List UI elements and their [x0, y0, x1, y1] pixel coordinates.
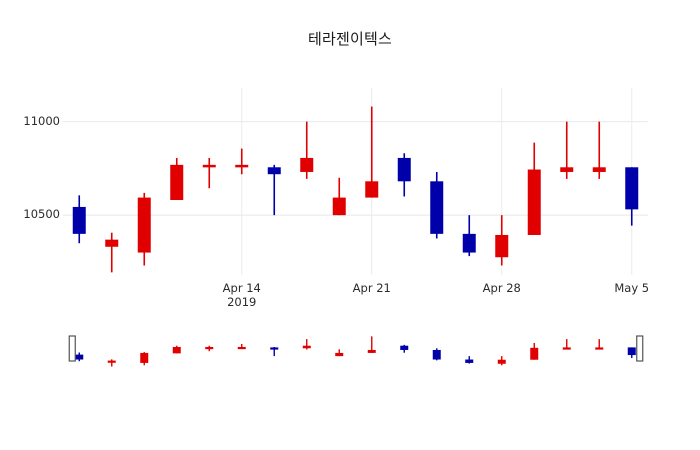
- candle-body: [397, 157, 411, 182]
- overview-candle[interactable]: [367, 336, 376, 353]
- candle[interactable]: [592, 121, 606, 179]
- candle-body: [462, 233, 476, 253]
- candle-body: [430, 181, 444, 234]
- x-axis-tick-label: Apr 21: [352, 281, 391, 295]
- overview-candle-body: [270, 347, 279, 350]
- overview-candle[interactable]: [530, 342, 539, 360]
- overview-candle-body: [107, 360, 116, 363]
- overview-candle-body: [595, 347, 604, 350]
- overview-candle[interactable]: [75, 352, 84, 362]
- candle-body: [300, 157, 314, 172]
- overview-candle-body: [497, 359, 506, 364]
- candle[interactable]: [300, 121, 314, 179]
- candle-body: [267, 167, 281, 175]
- overview-candle-body: [530, 347, 539, 360]
- y-axis-tick-label: 11000: [23, 113, 60, 128]
- candle[interactable]: [495, 215, 509, 266]
- overview-candle[interactable]: [140, 352, 149, 366]
- candle-body: [105, 239, 119, 247]
- overview-candle-body: [465, 359, 474, 363]
- candle[interactable]: [267, 164, 281, 216]
- overview-candle[interactable]: [432, 348, 441, 361]
- overview-candle-body: [237, 346, 246, 350]
- overview-candle[interactable]: [172, 345, 181, 354]
- candle[interactable]: [462, 215, 476, 257]
- overview-candle-body: [172, 346, 181, 354]
- overview-candle-body: [205, 346, 214, 350]
- overview-candle[interactable]: [237, 344, 246, 350]
- page-title: 테라젠이텍스: [307, 30, 392, 48]
- overview-candle[interactable]: [400, 344, 409, 353]
- overview-candle[interactable]: [627, 347, 636, 359]
- range-slider-left-handle[interactable]: [68, 335, 76, 362]
- overview-candle-body: [432, 349, 441, 360]
- overview-candle-body: [367, 349, 376, 353]
- overview-candle-body: [302, 345, 311, 349]
- overview-candle-body: [335, 352, 344, 357]
- candle[interactable]: [105, 232, 119, 273]
- candle[interactable]: [397, 153, 411, 197]
- overview-candle-body: [562, 347, 571, 350]
- overview-candle-body: [627, 347, 636, 356]
- candle-body: [72, 206, 86, 234]
- overview-candle-body: [140, 352, 149, 363]
- candle-body: [592, 167, 606, 172]
- x-axis-tick-sublabel: 2019: [227, 295, 257, 309]
- candle[interactable]: [527, 142, 541, 235]
- overview-candle[interactable]: [595, 339, 604, 350]
- candle-body: [365, 181, 379, 198]
- candle[interactable]: [332, 177, 346, 216]
- candle-body: [170, 164, 184, 201]
- candle-body: [137, 197, 151, 253]
- candle[interactable]: [365, 106, 379, 198]
- range-slider-right-handle[interactable]: [636, 335, 644, 362]
- overview-candle[interactable]: [335, 349, 344, 357]
- candle[interactable]: [170, 157, 184, 201]
- candle-body: [235, 164, 249, 168]
- candle[interactable]: [560, 121, 574, 179]
- candle[interactable]: [430, 171, 444, 239]
- candle[interactable]: [235, 148, 249, 175]
- overview-candle[interactable]: [465, 356, 474, 364]
- overview-candle-body: [75, 354, 84, 360]
- overview-candle[interactable]: [270, 346, 279, 357]
- candle[interactable]: [72, 195, 86, 244]
- overview-candle[interactable]: [107, 359, 116, 367]
- y-axis-tick-label: 10500: [23, 207, 60, 222]
- x-axis-tick-label: May 5: [614, 281, 650, 295]
- overview-candle[interactable]: [562, 339, 571, 350]
- candle[interactable]: [137, 192, 151, 266]
- candle-body: [495, 234, 509, 258]
- overview-candle[interactable]: [205, 345, 214, 352]
- candle-body: [527, 169, 541, 235]
- candle-body: [202, 164, 216, 168]
- candle-body: [560, 167, 574, 172]
- x-axis-tick-label: Apr 28: [482, 281, 521, 295]
- x-axis-tick-label: Apr 14 2019: [222, 281, 261, 309]
- overview-candle[interactable]: [302, 339, 311, 350]
- candle[interactable]: [625, 167, 639, 226]
- overview-candle-body: [400, 345, 409, 350]
- candle[interactable]: [202, 157, 216, 189]
- overview-candle[interactable]: [497, 356, 506, 366]
- candle-body: [332, 197, 346, 216]
- candle-body: [625, 167, 639, 210]
